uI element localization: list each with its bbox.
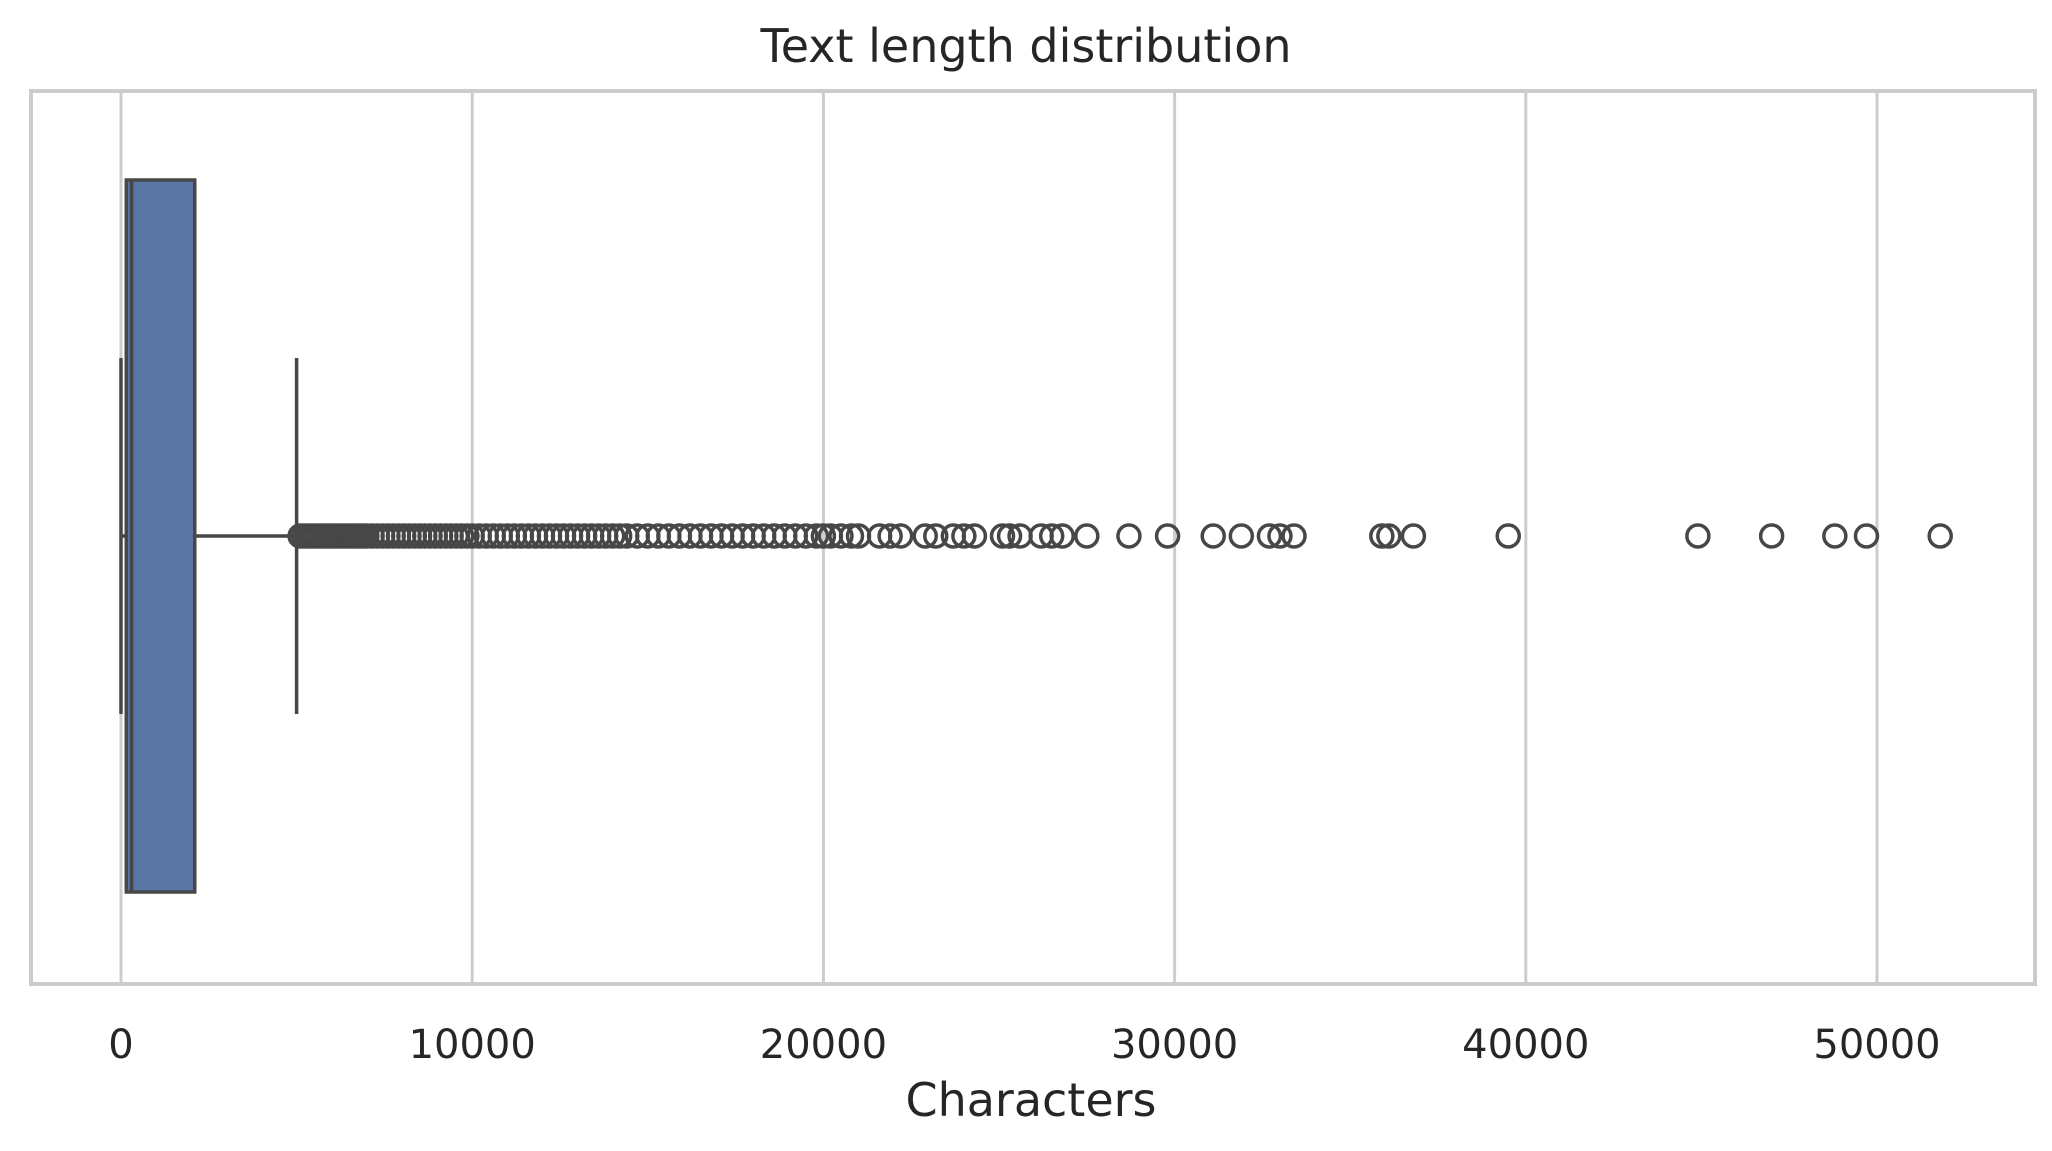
outlier-point (1074, 523, 1100, 549)
box-group (119, 178, 299, 894)
outlier-point (1228, 523, 1255, 549)
x-tick-label: 50000 (1813, 1022, 1940, 1068)
outlier-point (1116, 523, 1142, 549)
outlier-point (1758, 523, 1785, 549)
x-tick-label: 40000 (1462, 1022, 1589, 1068)
outlier-point (838, 523, 865, 549)
outlier-point (1853, 523, 1880, 549)
outlier-point (989, 523, 1016, 549)
outlier-point (1927, 523, 1953, 549)
chart-title: Text length distribution (759, 19, 1291, 73)
outlier-point (803, 523, 830, 549)
outlier-point (1822, 523, 1848, 549)
outlier-point (1281, 523, 1307, 549)
outlier-point (996, 523, 1023, 549)
x-tick-label: 0 (108, 1022, 133, 1068)
x-axis-label: Characters (905, 1073, 1156, 1127)
outlier-point (606, 523, 633, 549)
outlier-point (828, 523, 854, 549)
x-tick-label: 10000 (409, 1022, 536, 1068)
outlier-point (961, 523, 988, 549)
outlier-point (1400, 523, 1427, 549)
outlier-point (1049, 523, 1075, 549)
outlier-point (1369, 523, 1395, 549)
x-tick-label: 30000 (1111, 1022, 1238, 1068)
outlier-point (923, 523, 949, 549)
outlier-point (1256, 523, 1283, 549)
outlier-point (1376, 523, 1402, 549)
outlier-point (887, 523, 914, 549)
outlier-point (912, 523, 938, 549)
x-axis-ticks: 0 10000 20000 30000 40000 50000 (108, 1022, 1940, 1068)
outlier-point (1685, 523, 1711, 549)
outlier-group (287, 523, 1953, 549)
outlier-point (599, 523, 626, 549)
outlier-point (793, 523, 819, 549)
outlier-point (951, 523, 977, 549)
outlier-point (877, 523, 903, 549)
plot-area (29, 89, 2037, 986)
outlier-point (1200, 523, 1226, 549)
outlier-point (810, 523, 837, 549)
x-tick-label: 20000 (760, 1022, 887, 1068)
outlier-point (1038, 523, 1065, 549)
outlier-point (1267, 523, 1293, 549)
iqr-box (124, 178, 197, 894)
outlier-point (1154, 523, 1181, 549)
outlier-point (1495, 523, 1521, 549)
